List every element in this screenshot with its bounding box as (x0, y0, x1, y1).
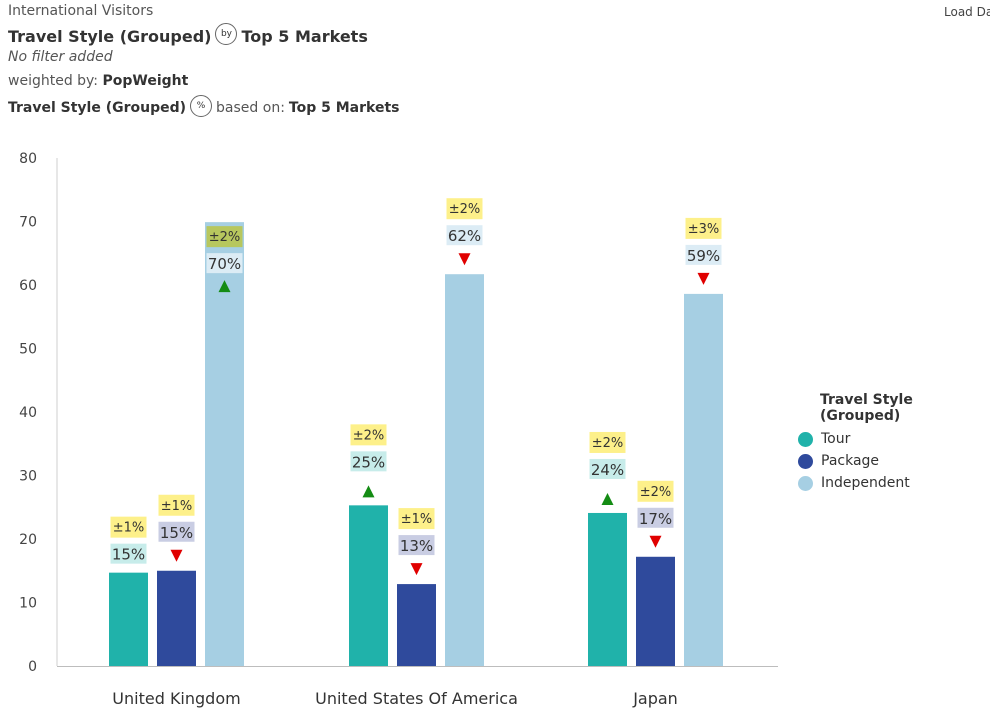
error-label: ±1% (401, 512, 433, 527)
legend-label-independent: Independent (821, 475, 910, 491)
error-label-bg (350, 424, 387, 446)
weighting-line: weighted by: PopWeight (8, 73, 188, 89)
significance-up-arrow (218, 280, 231, 293)
y-tick-label: 40 (19, 405, 37, 421)
weight-variable: PopWeight (102, 73, 189, 89)
y-tick-label: 80 (19, 151, 37, 167)
y-tick-label: 0 (28, 659, 37, 675)
legend-swatch-tour (798, 431, 813, 447)
error-label-bg (110, 516, 147, 538)
load-data-button[interactable]: Load Da (944, 5, 990, 19)
y-tick-label: 50 (19, 342, 37, 358)
percentage-base-line: Travel Style (Grouped) % based on: Top 5… (8, 95, 400, 119)
value-label-bg (158, 521, 195, 542)
data-label: 70% (208, 255, 241, 273)
significance-down-arrow (458, 253, 471, 266)
value-label-bg (589, 458, 626, 479)
value-label-bg (637, 507, 674, 528)
significance-up-arrow (601, 492, 614, 505)
headline-column-variable: Top 5 Markets (241, 26, 368, 46)
bar-package (397, 584, 436, 666)
value-label-bg (110, 543, 147, 564)
value-label-bg (350, 451, 387, 472)
significance-down-arrow (410, 563, 423, 576)
legend-label-tour: Tour (821, 431, 851, 447)
legend-item-package[interactable]: Package (798, 450, 990, 472)
legend-label-package: Package (821, 453, 880, 469)
error-label-bg (206, 226, 243, 248)
headline-row-variable: Travel Style (Grouped) (8, 26, 212, 46)
error-label: ±2% (353, 428, 385, 443)
error-label: ±2% (640, 485, 672, 500)
error-label: ±2% (592, 436, 624, 451)
error-label-bg (589, 431, 626, 453)
significance-down-arrow (649, 535, 662, 548)
data-label: 17% (639, 510, 672, 528)
y-tick-label: 30 (19, 469, 37, 485)
bar-independent (684, 293, 723, 666)
bar-independent (205, 222, 244, 666)
x-category-label: Japan (632, 689, 678, 708)
error-label: ±2% (449, 202, 481, 217)
chart-legend: Travel Style (Grouped) Tour Package Inde… (798, 392, 990, 494)
chart-headline: Travel Style (Grouped) by Top 5 Markets (8, 23, 368, 47)
error-label-bg (398, 508, 435, 530)
legend-item-independent[interactable]: Independent (798, 472, 990, 494)
error-label: ±3% (688, 222, 720, 237)
significance-down-arrow (697, 272, 710, 285)
crosstab-by-icon[interactable]: by (215, 23, 238, 45)
legend-item-tour[interactable]: Tour (798, 428, 990, 450)
bar-package (157, 570, 196, 666)
percentage-variable: Travel Style (Grouped) (8, 100, 187, 116)
y-tick-label: 60 (19, 278, 37, 294)
y-tick-label: 20 (19, 532, 37, 548)
based-value: Top 5 Markets (288, 100, 400, 116)
bar-independent (445, 274, 484, 666)
value-label-bg (446, 225, 483, 246)
y-tick-label: 10 (19, 596, 37, 612)
value-label-bg (206, 253, 243, 274)
error-label: ±1% (161, 499, 193, 514)
significance-up-arrow (362, 485, 375, 498)
data-label: 24% (591, 461, 624, 479)
error-label: ±1% (113, 521, 145, 536)
legend-swatch-package (798, 453, 813, 469)
error-label-bg (158, 494, 195, 516)
app-title: International Visitors (8, 3, 154, 19)
filter-status: No filter added (8, 49, 113, 65)
percent-icon[interactable]: % (190, 95, 213, 117)
data-label: 25% (352, 453, 385, 471)
data-label: 13% (400, 537, 433, 555)
bar-tour (349, 505, 388, 666)
error-label-bg (685, 217, 722, 239)
value-label-bg (685, 244, 722, 265)
bar-package (636, 556, 675, 666)
based-prefix: based on: (216, 100, 285, 116)
data-label: 62% (448, 227, 481, 245)
bar-tour (109, 572, 148, 666)
x-category-label: United Kingdom (112, 689, 240, 708)
value-label-bg (398, 535, 435, 556)
x-category-label: United States Of America (315, 689, 518, 708)
data-label: 15% (112, 546, 145, 564)
error-label-bg (637, 480, 674, 502)
significance-down-arrow (170, 549, 183, 562)
y-tick-label: 70 (19, 215, 37, 231)
error-label-bg (446, 198, 483, 220)
data-label: 15% (160, 524, 193, 542)
error-label: ±2% (209, 230, 241, 245)
data-label: 59% (687, 247, 720, 265)
bar-tour (588, 512, 627, 666)
weighted-prefix: weighted by: (8, 73, 99, 89)
legend-title: Travel Style (Grouped) (820, 392, 913, 424)
legend-swatch-independent (798, 475, 813, 491)
